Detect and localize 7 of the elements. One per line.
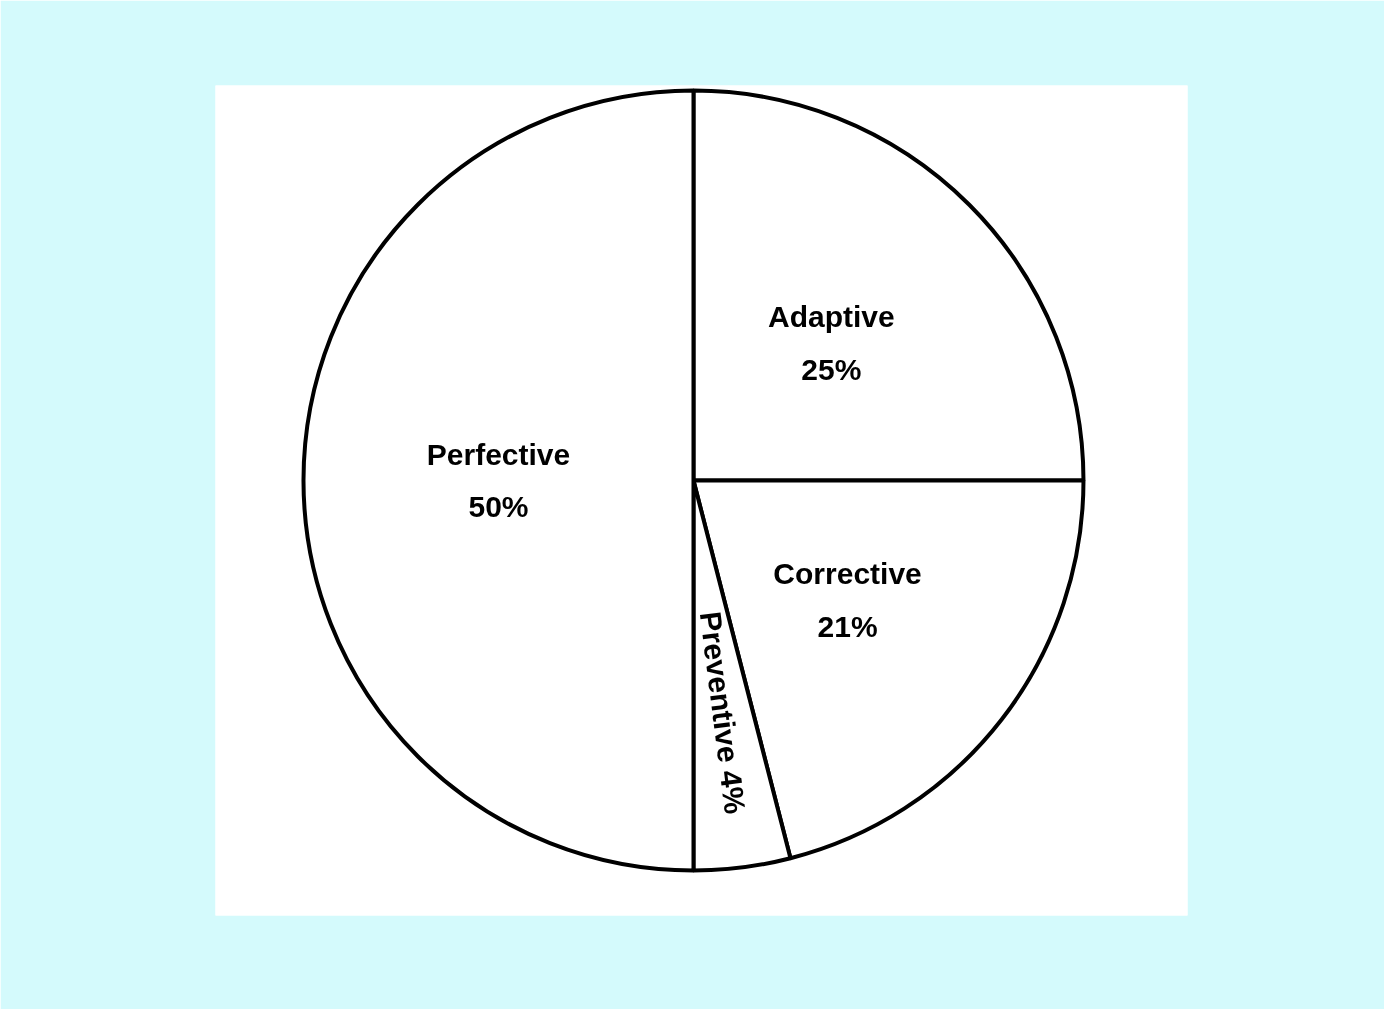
slice-label: Perfective — [426, 437, 571, 471]
data-label: 25% — [801, 352, 862, 386]
slice-label: Corrective — [773, 557, 922, 591]
data-label: 21% — [817, 609, 878, 643]
data-label: 50% — [468, 490, 529, 524]
slice-label: Preventive 4% — [693, 609, 752, 816]
slice-label: Adaptive — [768, 299, 895, 333]
